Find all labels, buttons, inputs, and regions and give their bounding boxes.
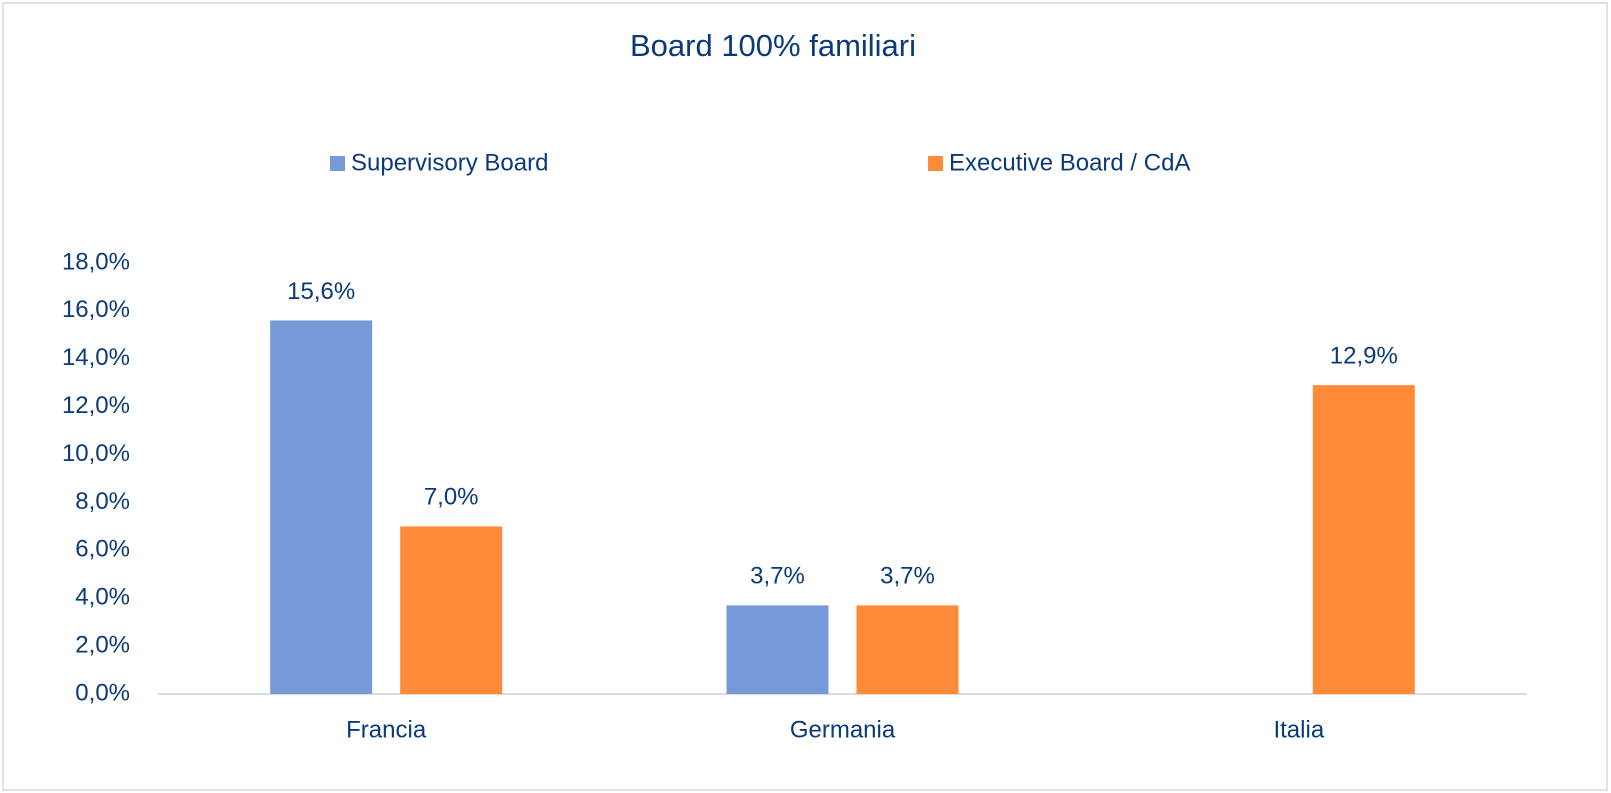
legend-label: Executive Board / CdA	[949, 149, 1190, 176]
y-tick-label: 14,0%	[62, 344, 130, 371]
bar	[400, 526, 503, 694]
bar	[726, 605, 829, 694]
legend-swatch	[330, 156, 345, 171]
x-tick-label: Francia	[346, 716, 427, 743]
bar	[270, 320, 373, 694]
legend-swatch	[928, 156, 943, 171]
data-label: 3,7%	[880, 563, 935, 590]
y-tick-label: 6,0%	[75, 536, 130, 563]
chart-title: Board 100% familiari	[630, 28, 916, 63]
data-label: 15,6%	[287, 278, 355, 305]
x-tick-label: Italia	[1273, 716, 1324, 743]
data-label: 7,0%	[424, 484, 479, 511]
y-tick-label: 10,0%	[62, 440, 130, 467]
y-tick-label: 12,0%	[62, 392, 130, 419]
y-tick-label: 8,0%	[75, 488, 130, 515]
y-tick-label: 4,0%	[75, 584, 130, 611]
y-tick-label: 2,0%	[75, 631, 130, 658]
data-label: 12,9%	[1330, 342, 1398, 369]
y-tick-label: 16,0%	[62, 296, 130, 323]
legend-label: Supervisory Board	[351, 149, 548, 176]
bar	[1312, 385, 1415, 694]
y-tick-label: 18,0%	[62, 248, 130, 275]
bar	[856, 605, 959, 694]
data-label: 3,7%	[750, 563, 805, 590]
y-tick-label: 0,0%	[75, 679, 130, 706]
x-tick-label: Germania	[790, 716, 896, 743]
